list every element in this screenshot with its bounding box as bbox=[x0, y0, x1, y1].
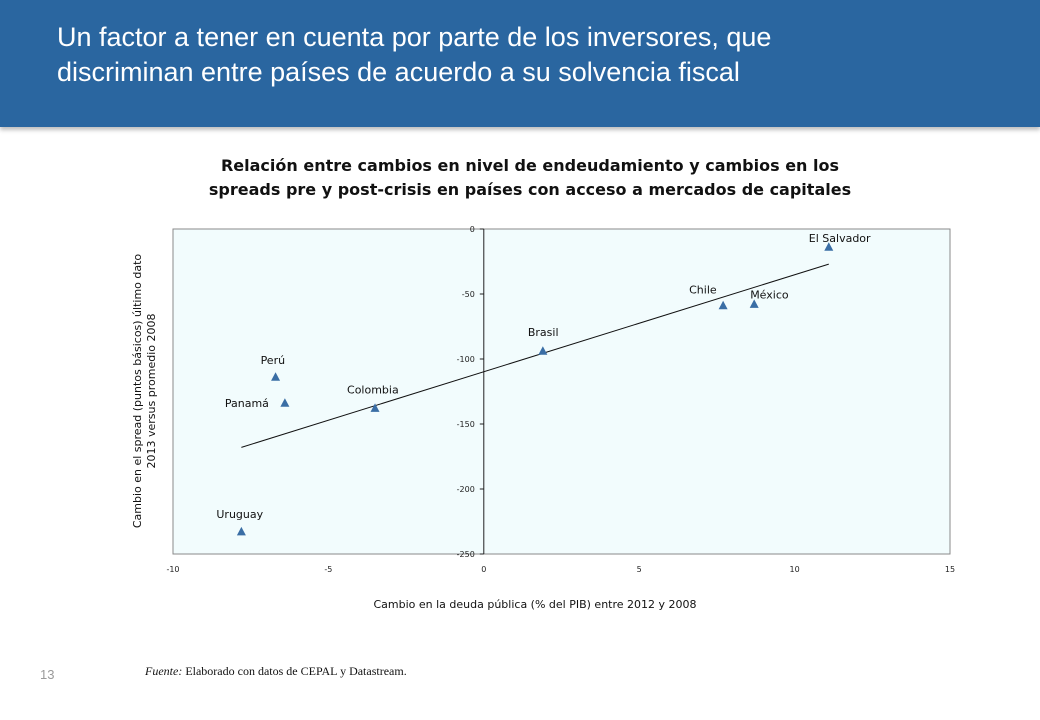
x-tick-label: 15 bbox=[945, 565, 955, 574]
chart-title-line-1: Relación entre cambios en nivel de endeu… bbox=[220, 156, 840, 175]
source-text: Elaborado con datos de CEPAL y Datastrea… bbox=[182, 664, 407, 678]
point-label: Perú bbox=[261, 354, 286, 367]
point-label: Colombia bbox=[347, 383, 399, 396]
point-label: Brasil bbox=[528, 326, 559, 339]
point-label: Panamá bbox=[225, 397, 269, 410]
chart-title-line-2: spreads pre y post-crisis en países con … bbox=[208, 180, 852, 199]
y-axis-label: Cambio en el spread (puntos básicos) últ… bbox=[131, 226, 159, 556]
data-point bbox=[370, 403, 380, 412]
page-number: 13 bbox=[40, 667, 55, 682]
x-tick-label: -5 bbox=[324, 565, 332, 574]
y-tick-label: -50 bbox=[462, 290, 475, 299]
slide-title-line-2: discriminan entre países de acuerdo a su… bbox=[57, 57, 740, 87]
data-point bbox=[538, 346, 548, 355]
slide-title: Un factor a tener en cuenta por parte de… bbox=[57, 20, 1017, 90]
data-point bbox=[236, 526, 246, 536]
source-label: Fuente: bbox=[145, 664, 183, 678]
y-axis-label-line-1: Cambio en el spread (puntos básicos) últ… bbox=[131, 253, 144, 529]
x-tick-label: 5 bbox=[637, 565, 642, 574]
trend-line bbox=[241, 263, 829, 448]
slide-title-line-1: Un factor a tener en cuenta por parte de… bbox=[57, 22, 772, 52]
y-tick-label: -100 bbox=[457, 355, 475, 364]
point-label: El Salvador bbox=[809, 232, 871, 245]
x-tick-label: 10 bbox=[790, 565, 800, 574]
x-tick-label: 0 bbox=[481, 565, 486, 574]
point-label: Uruguay bbox=[216, 508, 263, 521]
y-axis-label-line-2: 2013 versus promedio 2008 bbox=[145, 313, 158, 469]
data-point bbox=[824, 242, 834, 251]
point-label: México bbox=[750, 288, 789, 301]
plot-area bbox=[172, 228, 951, 555]
data-point bbox=[718, 300, 728, 310]
source-note: Fuente: Elaborado con datos de CEPAL y D… bbox=[145, 664, 407, 679]
data-point bbox=[749, 299, 759, 308]
x-axis-label: Cambio en la deuda pública (% del PIB) e… bbox=[373, 598, 697, 611]
data-point bbox=[280, 398, 290, 407]
data-point bbox=[271, 372, 281, 381]
x-tick-label: -10 bbox=[166, 565, 179, 574]
chart-title: Relación entre cambios en nivel de endeu… bbox=[160, 154, 900, 202]
slide-header: Un factor a tener en cuenta por parte de… bbox=[0, 0, 1040, 127]
y-tick-label: -200 bbox=[457, 485, 475, 494]
y-tick-label: -250 bbox=[457, 550, 475, 559]
y-tick-label: -150 bbox=[457, 420, 475, 429]
y-tick-label: 0 bbox=[470, 225, 475, 234]
point-label: Chile bbox=[689, 284, 717, 297]
